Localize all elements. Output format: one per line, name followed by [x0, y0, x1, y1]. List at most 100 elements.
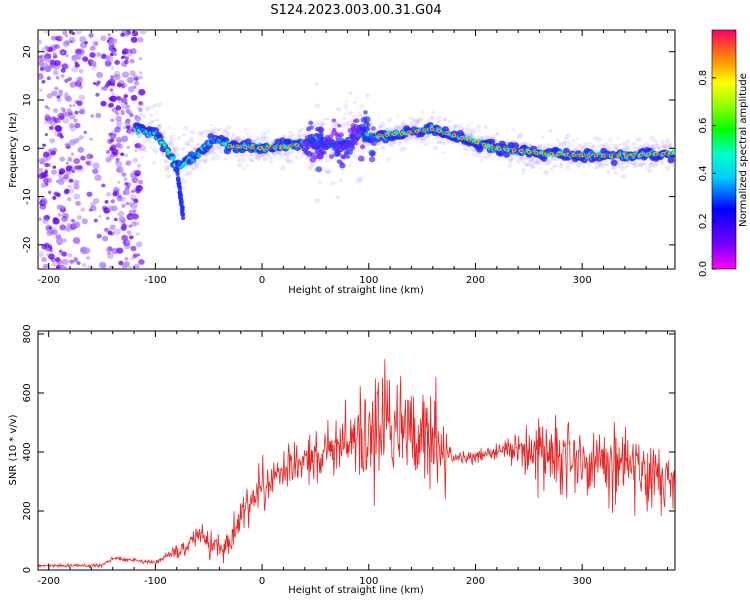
peak-point — [273, 146, 277, 149]
noise-point — [94, 174, 102, 182]
noise-point — [44, 168, 48, 172]
noise-point — [39, 88, 43, 92]
halo-point — [537, 161, 542, 165]
halo-point — [262, 157, 267, 162]
noise-point — [61, 213, 68, 219]
noise-point — [65, 65, 70, 69]
noise-point — [121, 221, 126, 226]
halo-point — [149, 119, 154, 124]
halo-point — [527, 143, 533, 148]
colorbar-tick-label: 0.4 — [698, 165, 709, 181]
halo-point — [279, 153, 283, 157]
halo-point — [167, 126, 171, 130]
halo-point — [226, 125, 232, 130]
noise-point — [101, 235, 109, 242]
halo-point — [344, 113, 347, 116]
halo-point — [136, 104, 143, 110]
halo-point — [386, 157, 391, 162]
noise-point — [121, 172, 127, 177]
halo-point — [640, 161, 646, 166]
noise-point — [77, 137, 81, 141]
turbulence-point — [309, 125, 314, 130]
halo-point — [284, 151, 290, 156]
halo-point — [335, 106, 342, 112]
halo-point — [297, 134, 301, 138]
halo-point — [190, 139, 194, 143]
noise-point — [92, 82, 97, 86]
figure-title: S124.2023.003.00.31.G04 — [270, 3, 441, 18]
halo-point — [386, 117, 393, 123]
halo-point — [568, 141, 572, 145]
halo-point — [312, 121, 319, 127]
noise-point — [120, 152, 125, 157]
noise-point — [115, 115, 122, 122]
peak-point — [266, 146, 269, 149]
halo-point — [340, 123, 346, 128]
halo-point — [665, 140, 669, 144]
halo-point — [390, 126, 396, 131]
halo-point — [301, 133, 305, 137]
noise-point — [109, 146, 114, 151]
noise-point — [132, 158, 138, 164]
noise-point — [96, 52, 102, 57]
halo-point — [216, 155, 221, 160]
snr-x-ticks: -200 -100 0 100 200 300 — [37, 331, 669, 587]
halo-point — [255, 154, 262, 160]
halo-point — [246, 154, 251, 158]
noise-point — [121, 223, 127, 229]
halo-point — [401, 120, 406, 125]
noise-point — [109, 95, 117, 103]
noise-point — [64, 78, 69, 83]
snr-y-tick-label: 200 — [22, 501, 33, 520]
halo-point — [271, 151, 277, 157]
noise-point — [51, 44, 58, 50]
noise-point — [67, 222, 71, 227]
noise-point — [39, 55, 43, 59]
halo-point — [592, 144, 596, 148]
peak-point — [639, 153, 643, 156]
turbulence-point — [322, 150, 327, 155]
halo-point — [559, 162, 562, 165]
halo-point — [647, 168, 653, 174]
noise-point — [41, 199, 48, 205]
tail-point — [176, 182, 182, 187]
halo-point — [448, 119, 452, 123]
peak-point — [385, 133, 389, 136]
turbulence-point — [350, 123, 356, 129]
noise-point — [38, 39, 42, 45]
noise-point — [105, 55, 112, 61]
halo-point — [631, 160, 637, 166]
halo-point — [543, 169, 550, 176]
halo-point — [151, 119, 155, 124]
halo-point — [163, 159, 168, 163]
halo-point — [592, 146, 595, 149]
halo-point — [143, 149, 148, 153]
noise-point — [74, 110, 79, 115]
halo-point — [330, 122, 335, 127]
noise-point — [139, 30, 147, 35]
noise-point — [69, 139, 77, 146]
spectrogram-x-tick-label: 100 — [359, 275, 378, 286]
noise-point — [93, 64, 97, 68]
halo-point — [160, 151, 166, 157]
snr-panel: -200 -100 0 100 200 300 0 200 400 600 800 Height … — [8, 324, 676, 596]
turbulence-point — [308, 120, 314, 125]
halo-point — [174, 185, 178, 189]
halo-point — [152, 160, 157, 165]
halo-point — [282, 152, 286, 157]
noise-point — [77, 56, 82, 60]
halo-point — [475, 136, 480, 140]
noise-point — [122, 83, 128, 88]
noise-point — [111, 38, 118, 44]
noise-point — [134, 220, 140, 226]
noise-point — [124, 181, 129, 186]
halo-point — [542, 144, 548, 150]
turbulence-point — [333, 144, 341, 151]
halo-point — [260, 136, 266, 142]
noise-point — [126, 230, 132, 235]
turbulence-point — [351, 129, 356, 134]
halo-point — [267, 129, 271, 133]
noise-point — [138, 101, 143, 106]
halo-point — [480, 135, 487, 141]
